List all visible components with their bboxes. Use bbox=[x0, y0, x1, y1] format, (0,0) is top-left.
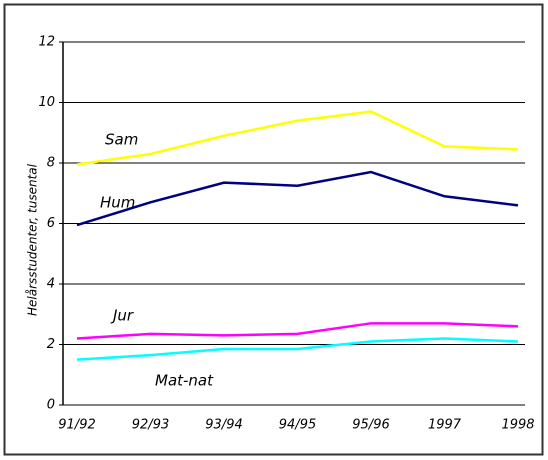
y-tick-label: 8 bbox=[47, 156, 55, 171]
x-tick-label: 93/94 bbox=[205, 418, 242, 433]
y-tick-label: 12 bbox=[38, 35, 55, 50]
y-axis-label: Helårsstudenter, tusental bbox=[26, 163, 40, 316]
x-tick-label: 1997 bbox=[428, 418, 462, 433]
x-tick-label: 95/96 bbox=[352, 418, 389, 433]
series-label: Mat-nat bbox=[155, 372, 214, 390]
y-tick-label: 6 bbox=[47, 216, 55, 231]
series-label: Sam bbox=[105, 131, 138, 149]
series-label: Jur bbox=[110, 307, 134, 325]
line-series bbox=[76, 170, 519, 227]
line-series bbox=[76, 110, 519, 166]
y-tick-label: 2 bbox=[47, 337, 55, 352]
x-tick-label: 94/95 bbox=[279, 418, 316, 433]
x-tick-label: 92/93 bbox=[132, 418, 169, 433]
frame bbox=[3, 3, 544, 456]
y-tick-label: 4 bbox=[47, 277, 55, 292]
y-tick-label: 0 bbox=[47, 398, 55, 413]
line-series bbox=[76, 337, 519, 361]
line-series bbox=[76, 322, 519, 340]
x-tick-label: 91/92 bbox=[58, 418, 95, 433]
y-tick-label: 10 bbox=[38, 95, 55, 110]
series-label: Hum bbox=[100, 194, 135, 212]
x-tick-label: 1998 bbox=[501, 418, 534, 433]
